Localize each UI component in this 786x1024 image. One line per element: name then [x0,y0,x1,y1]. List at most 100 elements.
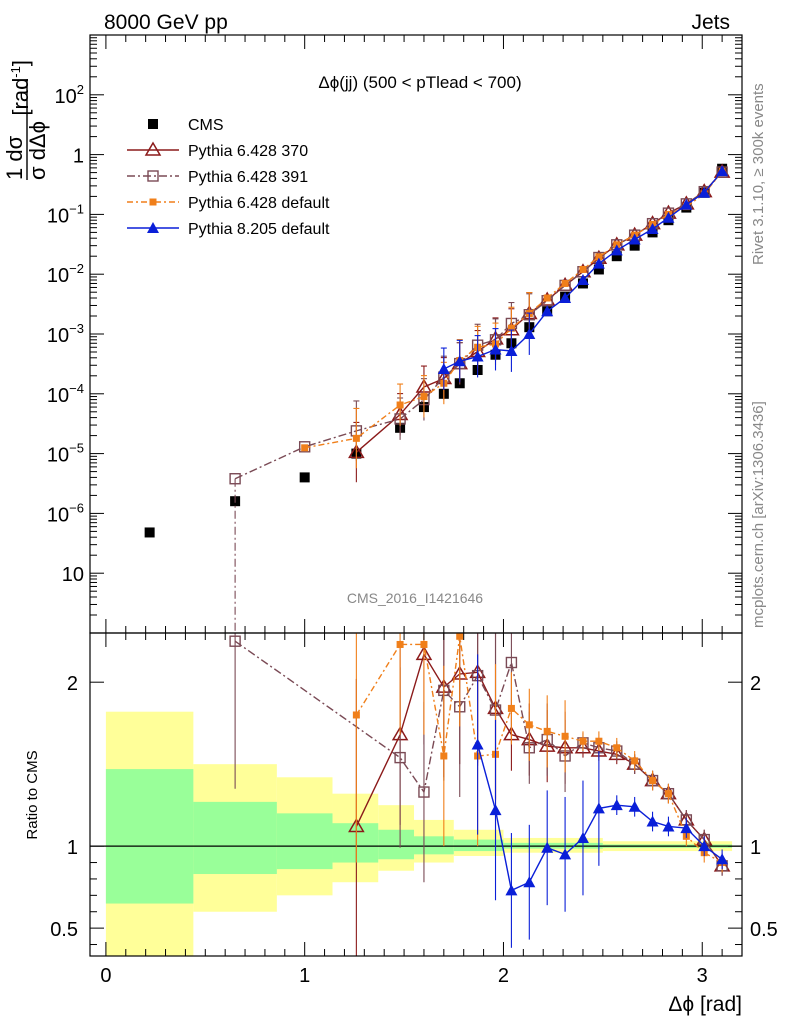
point-p8 [628,233,641,245]
ratio-line-p391 [234,640,723,867]
point-p6def [543,294,551,302]
point-p8 [541,305,554,317]
point-p8 [523,328,536,339]
y-tick-base: 1 [73,146,84,168]
series-p370 [348,163,731,483]
y-tick-exp: −3 [69,321,84,336]
legend-label: Pythia 6.428 370 [188,143,308,160]
point-p8 [489,343,502,355]
band-green [332,823,379,863]
ratio-point-p8 [662,820,675,832]
ratio-y-tick-label: 2 [67,673,78,695]
ratio-point-p8 [559,848,572,860]
y-tick-base: 10 [55,86,77,108]
point-cms [144,527,155,538]
point-p6def [595,253,603,261]
y-tick-exp: −5 [69,441,84,456]
y-tick-label: 10−2 [47,261,84,287]
ratio-point-p6def [525,721,533,729]
svg-text:[rad-1]: [rad-1] [8,60,33,116]
legend-item-p370: Pythia 6.428 370 [127,141,308,160]
ratio-point-p391 [229,635,241,647]
legend-marker [149,198,157,206]
ratio-y-tick-label-right: 1 [750,837,761,859]
y-tick-exp: −4 [69,381,84,396]
ratio-point-p8 [541,841,554,853]
ratio-point-p6def [396,640,404,648]
ratio-series-p8 [471,654,729,948]
ratio-x-tick-label: 0 [100,965,111,987]
legend-label: CMS [188,117,224,134]
ratio-x-tick-label: 3 [697,965,708,987]
ratio-point-p8 [646,815,659,827]
legend-item-cms: CMS [148,117,224,134]
ratio-point-p8 [576,831,589,843]
ratio-xlabel: Δϕ [rad] [668,993,742,1016]
ratio-x-tick-label: 1 [299,965,310,987]
ratio-point-p8 [505,884,518,896]
y-tick-exp: 2 [77,82,84,97]
point-cms [629,240,640,251]
legend: CMS Pythia 6.428 370 Pythia 6.428 391 Pythi… [127,117,330,238]
header-right: Jets [691,11,730,34]
ylabel-unit: [rad [8,78,33,116]
ratio-point-p6def [664,790,672,798]
y-tick-base: 10 [47,205,69,227]
ratio-point-p6def [440,752,448,760]
y-tick-base: 10 [47,445,69,467]
ratio-panel: 0.5 0.5 1 1 2 2 0 1 2 3 [50,632,778,987]
ratio-series-p370 [348,633,731,956]
y-tick-label: 1 [73,146,84,168]
y-tick-exp: −1 [69,201,84,216]
point-p6def [396,401,404,409]
band-green [378,829,415,860]
point-p8 [471,350,484,362]
point-p6def [507,324,515,332]
legend-marker [144,141,162,156]
y-tick-base: 10 [47,385,69,407]
ratio-point-p391 [394,751,406,764]
point-p6def [561,279,569,287]
point-p6def [352,434,360,442]
ratio-point-p6def [456,632,464,640]
y-tick-label: 10−3 [47,321,84,347]
ratio-point-p6def [631,757,639,765]
point-p6def [301,444,309,452]
ratio-y-tick-label: 1 [67,837,78,859]
ratio-point-p6def [420,640,428,648]
header-left: 8000 GeV pp [104,11,228,34]
ratio-point-p391 [418,786,430,798]
point-cms [611,251,622,262]
ylabel-unit-sup: -1 [8,66,23,78]
band-green [414,836,454,855]
y-tick-label: 102 [55,82,84,108]
series-p8 [437,165,729,390]
main-title: Δϕ(jj) (500 < pTlead < 700) [318,73,521,92]
ratio-point-p391 [505,656,518,669]
ratio-point-p6def [595,737,603,745]
point-p8 [559,291,572,303]
legend-marker [148,119,158,129]
ylabel-unit-end: ] [8,60,33,66]
point-p8 [646,222,659,234]
y-tick-base: 10 [47,325,69,347]
point-p8 [680,198,693,210]
main-ylabel: [rad-1] 1 dσ σ dΔϕ [2,60,50,180]
point-p8 [453,355,466,367]
point-p8 [610,244,623,256]
ratio-ylabel: Ratio to CMS [24,750,41,839]
ratio-point-p370 [574,739,592,754]
ratio-point-p8 [698,840,711,852]
series-cms [144,163,728,538]
legend-label: Pythia 6.428 391 [188,169,308,186]
y-tick-base: 10 [47,265,69,287]
point-p6def [420,393,428,401]
point-p8 [505,344,518,356]
legend-marker [147,222,159,233]
ratio-point-p6def [543,727,551,735]
point-p8 [662,211,675,223]
y-tick-exp: −6 [69,500,84,515]
ratio-point-p8 [471,738,484,750]
legend-label: Pythia 6.428 default [188,195,330,212]
